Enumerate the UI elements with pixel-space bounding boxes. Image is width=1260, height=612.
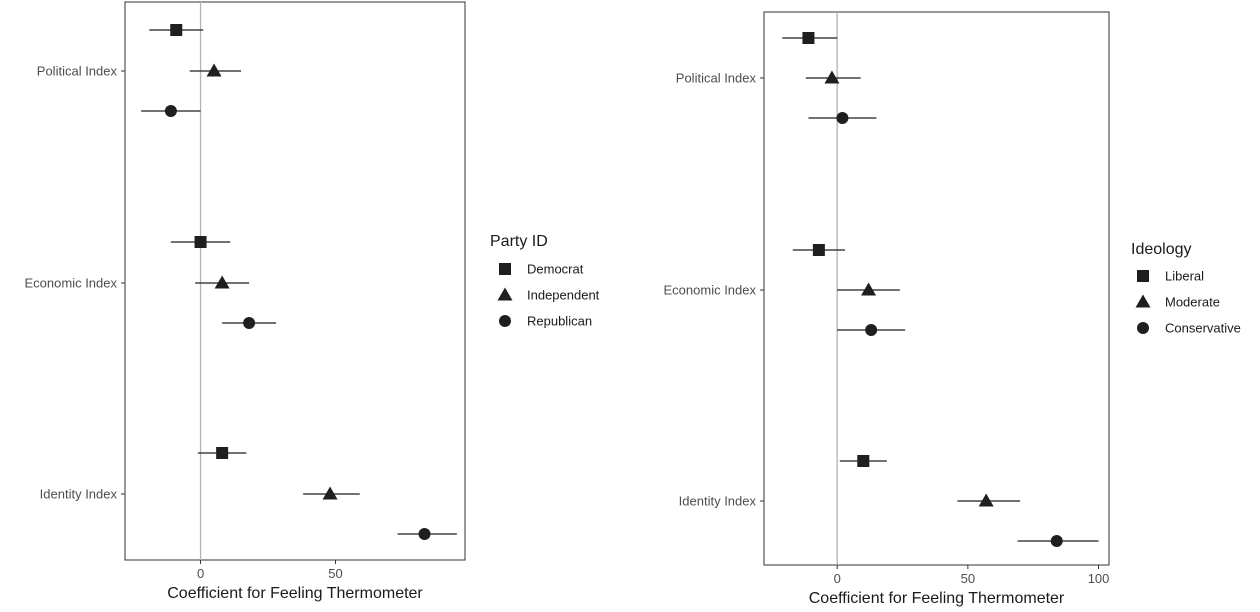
y-tick-label: Identity Index: [40, 487, 118, 502]
point-marker-triangle: [978, 493, 994, 507]
legend-key-circle: [1137, 322, 1149, 334]
point-marker-triangle: [206, 63, 222, 77]
point-marker-square: [802, 32, 815, 44]
chart-panel-1: Political Index Economic Index Identity In…: [25, 1, 600, 602]
point-marker-square: [170, 24, 183, 36]
legend-label: Republican: [527, 314, 592, 329]
point-marker-circle: [418, 528, 431, 540]
point-marker-square: [216, 447, 229, 459]
x-axis-title: Coefficient for Feeling Thermometer: [167, 585, 423, 602]
x-tick-label: 0: [834, 571, 841, 586]
legend: Ideology Liberal Moderate Conservative: [1131, 241, 1241, 336]
point-marker-triangle: [824, 70, 840, 84]
chart-panel-2: Political Index Economic Index Identity In…: [664, 11, 1241, 607]
series-republican: [141, 105, 457, 540]
series-independent: [189, 63, 360, 500]
legend-label: Independent: [527, 288, 600, 303]
legend-label: Conservative: [1165, 321, 1241, 336]
point-marker-square: [857, 455, 870, 467]
x-tick-label: 100: [1088, 571, 1110, 586]
series-democrat: [149, 24, 247, 459]
x-tick-label: 0: [197, 566, 204, 581]
legend-label: Liberal: [1165, 269, 1204, 284]
legend: Party ID Democrat Independent Republican: [490, 233, 600, 329]
point-marker-circle: [1050, 535, 1063, 547]
series-moderate: [805, 70, 1021, 507]
legend-title: Ideology: [1131, 241, 1192, 258]
x-tick-label: 50: [328, 566, 342, 581]
legend-key-triangle: [497, 287, 513, 301]
plot-panel: [124, 1, 466, 561]
point-marker-square: [812, 244, 825, 256]
point-marker-circle: [836, 112, 849, 124]
legend-key-triangle: [1135, 294, 1151, 308]
legend-label: Moderate: [1165, 295, 1220, 310]
legend-label: Democrat: [527, 262, 584, 277]
point-marker-triangle: [322, 486, 338, 500]
point-marker-triangle: [214, 275, 230, 289]
legend-key-square: [499, 263, 511, 275]
point-marker-triangle: [861, 282, 877, 296]
y-tick-label: Political Index: [676, 71, 757, 86]
y-tick-label: Identity Index: [679, 494, 757, 509]
legend-title: Party ID: [490, 233, 548, 250]
x-axis-title: Coefficient for Feeling Thermometer: [809, 590, 1065, 607]
x-tick-label: 50: [961, 571, 975, 586]
point-marker-circle: [164, 105, 177, 117]
point-marker-circle: [865, 324, 878, 336]
plot-panel: [763, 11, 1110, 566]
y-tick-label: Political Index: [37, 64, 118, 79]
series-liberal: [782, 32, 887, 467]
point-marker-circle: [243, 317, 256, 329]
legend-key-circle: [499, 315, 511, 327]
y-tick-label: Economic Index: [664, 283, 757, 298]
point-marker-square: [194, 236, 207, 248]
series-conservative: [808, 112, 1099, 547]
legend-key-square: [1137, 270, 1149, 282]
y-tick-label: Economic Index: [25, 276, 118, 291]
